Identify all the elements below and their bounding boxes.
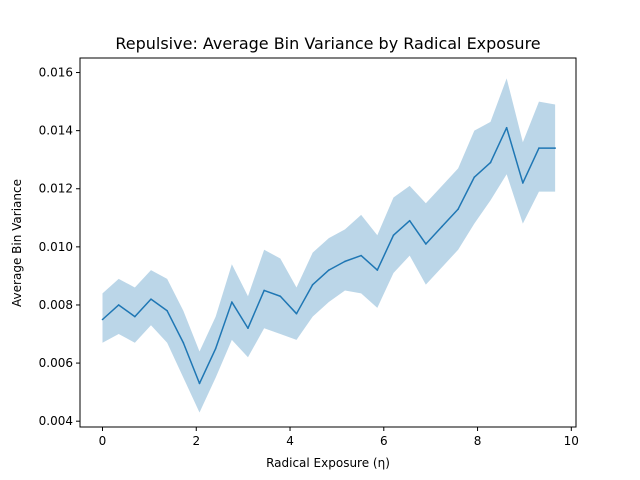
- plot-frame: [79, 57, 577, 428]
- data-point: [231, 301, 233, 303]
- data-point: [101, 318, 104, 321]
- confidence-band-0: [102, 78, 556, 413]
- data-point: [214, 347, 217, 350]
- x-tick-label: 10: [564, 434, 579, 448]
- data-point: [279, 295, 282, 298]
- data-point: [425, 243, 427, 245]
- y-tick-label: 0.006: [39, 356, 73, 370]
- y-tick-label: 0.014: [39, 124, 73, 138]
- y-tick-label: 0.010: [39, 240, 73, 254]
- data-point: [408, 219, 411, 222]
- y-axis-title: Average Bin Variance: [10, 179, 24, 307]
- y-tick-label: 0.004: [39, 414, 73, 428]
- data-point: [441, 225, 443, 228]
- data-point: [505, 126, 508, 129]
- data-point: [538, 147, 540, 149]
- y-tick-label: 0.016: [39, 66, 73, 80]
- data-point: [198, 382, 201, 385]
- data-point: [263, 289, 265, 292]
- data-point: [166, 309, 168, 312]
- y-axis: 0.004 0.006 0.008 0.010 0.012 0.014 0.016: [39, 66, 80, 428]
- data-point: [457, 208, 459, 210]
- data-point: [328, 269, 330, 271]
- data-point: [376, 269, 379, 271]
- data-point: [295, 312, 298, 315]
- data-point: [554, 147, 556, 149]
- data-point: [117, 304, 120, 306]
- y-tick-label: 0.012: [39, 182, 73, 196]
- x-tick-label: 0: [99, 434, 107, 448]
- data-point: [134, 315, 136, 318]
- x-axis-title: Radical Exposure (η): [266, 456, 390, 470]
- data-point: [360, 254, 362, 257]
- x-tick-label: 6: [380, 434, 388, 448]
- x-axis: 0 2 4 6 8 10: [99, 427, 579, 448]
- data-point: [489, 161, 492, 164]
- chart-title: Repulsive: Average Bin Variance by Radic…: [115, 34, 540, 53]
- data-point: [247, 327, 249, 330]
- y-tick-label: 0.008: [39, 298, 73, 312]
- data-point: [522, 182, 524, 184]
- data-point: [311, 283, 314, 286]
- x-tick-label: 2: [192, 434, 200, 448]
- plot-area: [101, 78, 556, 413]
- data-point: [392, 234, 395, 237]
- x-tick-label: 8: [474, 434, 482, 448]
- data-point: [182, 341, 185, 344]
- x-tick-label: 4: [286, 434, 294, 448]
- data-point: [344, 260, 346, 263]
- data-point: [150, 298, 152, 300]
- data-point: [473, 176, 476, 178]
